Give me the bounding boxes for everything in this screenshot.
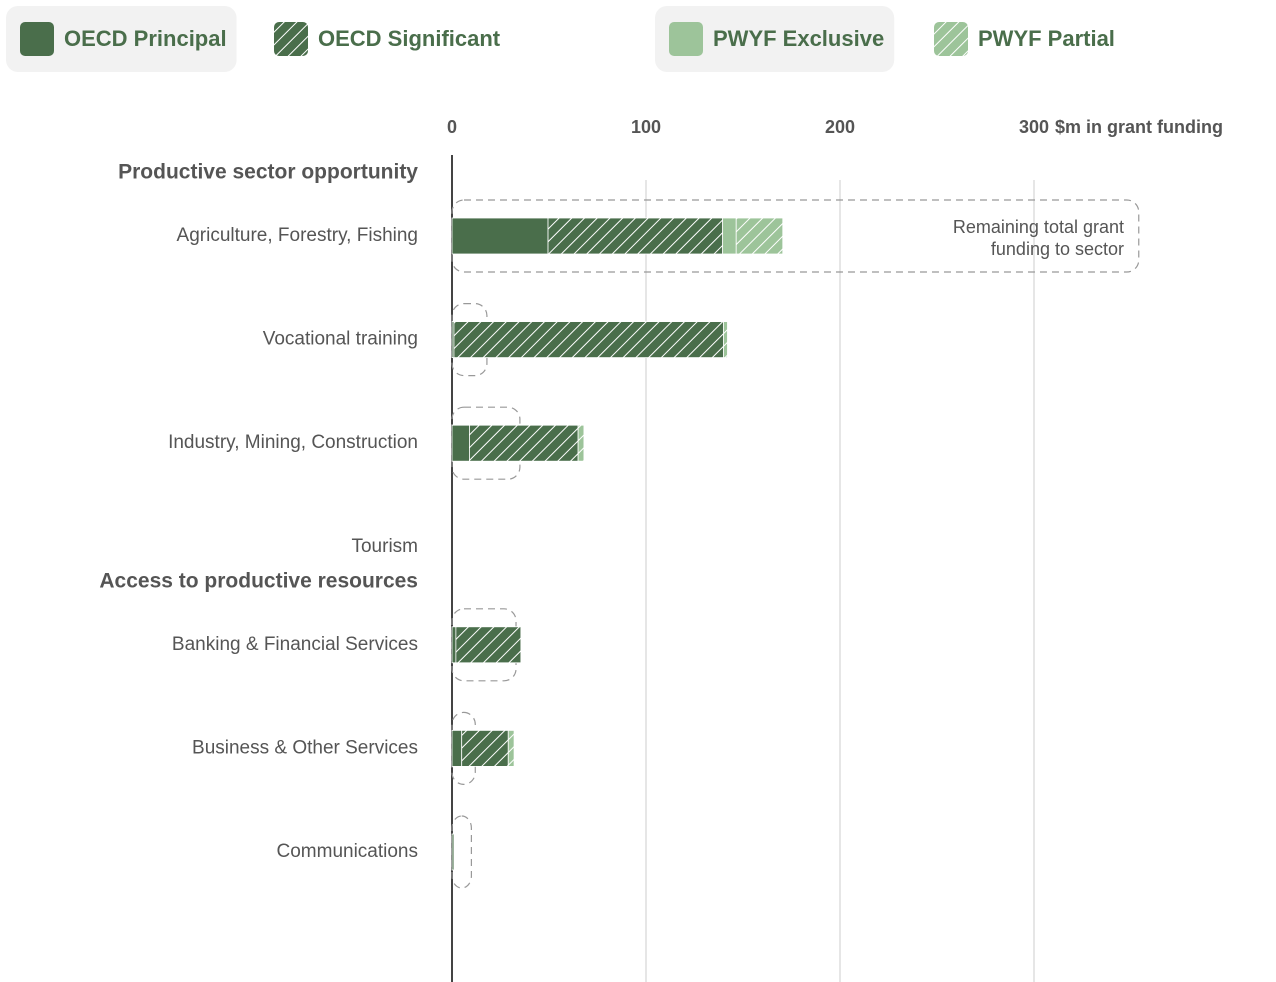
bar-segment — [461, 730, 509, 767]
bar-segment — [455, 626, 522, 664]
category-label: Tourism — [351, 536, 418, 557]
bar-segment — [451, 626, 457, 664]
legend-label: PWYF Exclusive — [713, 26, 884, 51]
legend-swatch — [274, 22, 308, 56]
bar-segment — [451, 217, 549, 255]
bar-segment — [507, 730, 515, 767]
category-label: Agriculture, Forestry, Fishing — [177, 225, 418, 246]
x-tick-label: 300 — [1019, 117, 1049, 137]
x-tick-label: 100 — [631, 117, 661, 137]
group-title: Access to productive resources — [99, 569, 418, 592]
total-annotation: funding to sector — [991, 239, 1124, 259]
total-annotation: Remaining total grant — [953, 217, 1124, 237]
legend-swatch — [934, 22, 968, 56]
bar-segment — [722, 217, 737, 255]
legend-swatch — [20, 22, 54, 56]
legend-highlight — [6, 6, 237, 72]
category-label: Communications — [277, 841, 419, 862]
bar-segment — [451, 730, 463, 767]
category-label: Business & Other Services — [192, 737, 418, 758]
bar-segment — [547, 217, 724, 255]
category-label: Banking & Financial Services — [172, 634, 418, 655]
bar-segment — [469, 424, 579, 462]
bar-segment — [451, 833, 455, 871]
bar-segment — [577, 424, 585, 462]
category-label: Vocational training — [263, 329, 418, 350]
legend-label: PWYF Partial — [978, 26, 1115, 51]
total-box — [451, 815, 472, 889]
bar-segment — [723, 321, 728, 359]
bar-segment — [453, 321, 725, 359]
category-label: Industry, Mining, Construction — [168, 432, 418, 453]
x-tick-label: 200 — [825, 117, 855, 137]
bar-segment — [735, 217, 784, 255]
x-axis-label: $m in grant funding — [1055, 117, 1223, 137]
legend-label: OECD Significant — [318, 26, 501, 51]
group-title: Productive sector opportunity — [118, 161, 418, 184]
legend-swatch — [669, 22, 703, 56]
legend-highlight — [655, 6, 895, 72]
legend-label: OECD Principal — [64, 26, 227, 51]
bar-segment — [451, 424, 470, 462]
x-tick-label: 0 — [447, 117, 457, 137]
